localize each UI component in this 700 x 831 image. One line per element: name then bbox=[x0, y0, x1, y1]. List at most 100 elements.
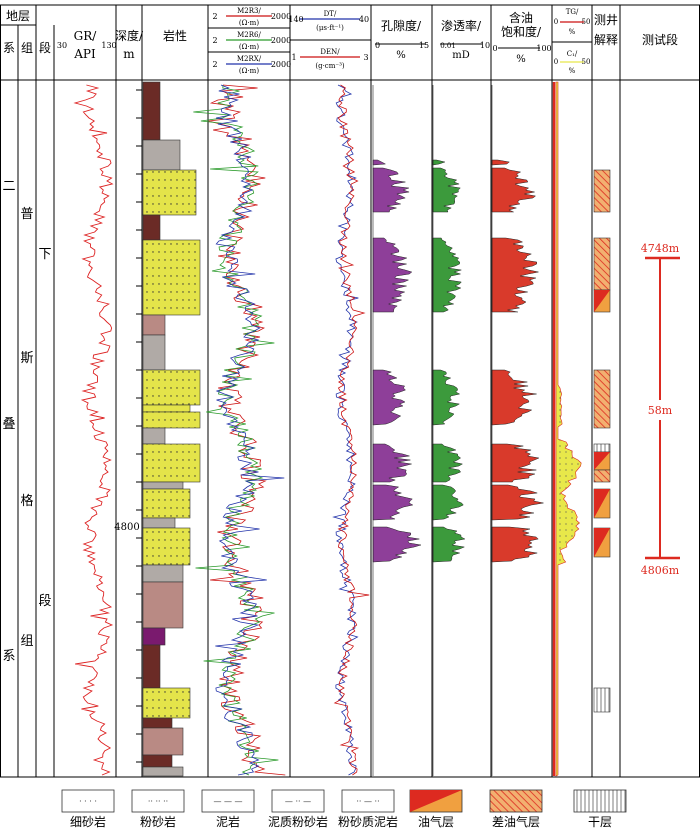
legend-label-silty_mudstone: 粉砂质泥岩 bbox=[338, 814, 398, 829]
lithology-purple-block bbox=[142, 627, 166, 646]
legend-label-oil_gas_layer: 油气层 bbox=[418, 814, 454, 829]
segment-char: 段 bbox=[38, 594, 51, 609]
lithology-pink-block bbox=[142, 727, 184, 756]
lithology-grey-block bbox=[142, 766, 184, 777]
interp-hatch-block bbox=[593, 369, 611, 429]
interp-oil-red bbox=[594, 452, 610, 470]
tg-name: TG/ bbox=[566, 8, 579, 16]
test-interval-label: 测试段 bbox=[642, 32, 678, 47]
sat-unit: % bbox=[516, 54, 526, 65]
res-curve-3-name: M2RX/ bbox=[237, 55, 262, 63]
dt-curve bbox=[332, 84, 359, 776]
gr-min: 30 bbox=[57, 41, 67, 50]
gr-max: 130 bbox=[101, 41, 116, 50]
lithology-sand-block bbox=[142, 169, 197, 216]
legend-swatch-pattern: ·· — ·· bbox=[356, 797, 379, 806]
porosity-min: 0 bbox=[375, 41, 380, 50]
group-char: 组 bbox=[20, 634, 33, 649]
saturation-fill bbox=[491, 159, 510, 166]
legend-label-dry_layer: 干层 bbox=[588, 815, 612, 829]
lithology-sand-block bbox=[142, 687, 191, 719]
perm-fill bbox=[432, 167, 461, 213]
res-curve-2-max: 2000 bbox=[271, 36, 291, 45]
res-curve-m2r6 bbox=[193, 84, 279, 776]
gr-label: GR/ bbox=[74, 29, 98, 43]
legend-swatch-pattern: — — — bbox=[213, 797, 242, 806]
perm-fill bbox=[432, 526, 466, 563]
lithology-sand-block bbox=[142, 369, 201, 406]
interp-hatch-block bbox=[593, 169, 611, 213]
legend-swatch-poor_oil_gas_layer bbox=[489, 789, 543, 813]
test-top-label: 4748m bbox=[641, 242, 680, 255]
porosity-unit: % bbox=[396, 50, 406, 61]
lithology-grey-block bbox=[142, 427, 166, 445]
res-curve-1-max: 2000 bbox=[271, 12, 291, 21]
porosity-fill bbox=[372, 159, 387, 166]
saturation-fill bbox=[491, 369, 537, 426]
perm-fill bbox=[432, 484, 464, 521]
legend-swatch-fine_sandstone bbox=[61, 789, 115, 813]
depth-unit: m bbox=[123, 47, 135, 61]
dt-unit: (μs·ft⁻¹) bbox=[316, 24, 344, 32]
sat-label-1: 含油 bbox=[509, 10, 533, 25]
dt-name: DT/ bbox=[324, 10, 337, 18]
interp-dry-block bbox=[593, 687, 611, 713]
tg-min: 0 bbox=[554, 18, 558, 26]
c1-min: 0 bbox=[554, 58, 558, 66]
res-curve-2-unit: (Ω·m) bbox=[239, 43, 259, 51]
perm-fill bbox=[432, 237, 462, 313]
group-char: 斯 bbox=[20, 351, 33, 366]
group-char: 格 bbox=[20, 493, 33, 509]
porosity-fill bbox=[372, 526, 422, 563]
perm-label: 渗透率/ bbox=[441, 18, 482, 33]
group-char: 普 bbox=[20, 207, 33, 222]
dt-max: 40 bbox=[359, 15, 369, 24]
porosity-max: 15 bbox=[419, 41, 429, 50]
lithology-sand-block bbox=[142, 411, 201, 429]
res-curve-m2r3 bbox=[208, 84, 286, 776]
interp-dry-block bbox=[593, 443, 611, 453]
lithology-mud-block bbox=[142, 214, 161, 241]
interp-hatch-block bbox=[593, 237, 611, 291]
porosity-fill bbox=[372, 369, 406, 426]
res-curve-3-unit: (Ω·m) bbox=[239, 67, 259, 75]
res-curve-1-min: 2 bbox=[212, 12, 217, 21]
lithology-sand-block bbox=[142, 404, 191, 413]
lithology-sand-block bbox=[142, 443, 201, 483]
lithology-mud-block bbox=[142, 717, 173, 729]
segment-char: 下 bbox=[38, 247, 51, 262]
den-min: 1 bbox=[291, 53, 296, 62]
sat-label-2: 饱和度/ bbox=[501, 24, 542, 39]
lithology-label: 岩性 bbox=[163, 28, 187, 43]
depth-4800: 4800 bbox=[114, 522, 139, 533]
res-curve-3-min: 2 bbox=[212, 60, 217, 69]
saturation-fill bbox=[491, 484, 544, 521]
stratum-header: 地层 bbox=[6, 9, 30, 23]
porosity-fill bbox=[372, 237, 413, 313]
den-name: DEN/ bbox=[320, 48, 340, 56]
legend-swatch-argillaceous_siltstone bbox=[271, 789, 325, 813]
saturation-fill bbox=[491, 443, 540, 483]
lithology-grey-block bbox=[142, 517, 176, 529]
saturation-fill bbox=[491, 526, 539, 563]
perm-fill bbox=[432, 159, 446, 166]
porosity-fill bbox=[372, 484, 414, 521]
c1-name: C₁/ bbox=[567, 50, 578, 58]
legend-label-siltstone: 粉砂岩 bbox=[140, 814, 176, 829]
c1-max: 50 bbox=[582, 58, 591, 66]
lithology-grey-block bbox=[142, 564, 184, 583]
test-bottom-label: 4806m bbox=[641, 564, 680, 577]
lithology-mud-block bbox=[142, 754, 173, 768]
lithology-sand-block bbox=[142, 239, 201, 316]
legend-swatch-pattern: ·· ·· ·· bbox=[148, 797, 168, 806]
interp-label-2: 解释 bbox=[594, 33, 618, 47]
lithology-mud-block bbox=[142, 644, 161, 689]
lithology-sand-block bbox=[142, 527, 191, 566]
porosity-fill bbox=[372, 167, 410, 213]
den-unit: (g·cm⁻³) bbox=[315, 62, 344, 70]
den-curve bbox=[333, 84, 370, 776]
legend-label-poor_oil_gas_layer: 差油气层 bbox=[492, 814, 540, 829]
lithology-mud-block bbox=[142, 81, 161, 141]
perm-fill bbox=[432, 443, 464, 483]
tg-unit: % bbox=[569, 28, 576, 36]
